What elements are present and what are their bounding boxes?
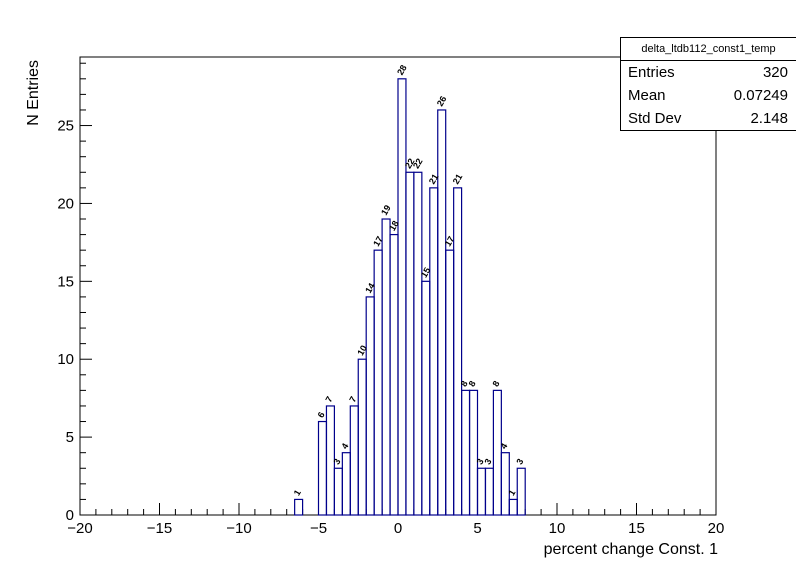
x-axis-title: percent change Const. 1 [544,541,718,558]
y-axis-title: N Entries [25,60,42,126]
histogram-bin [476,467,487,516]
bin-value-label: 1 [292,488,303,497]
bin-value-label: 8 [490,379,501,388]
histogram-bin [437,109,447,516]
histogram-bin [381,218,391,516]
bin-value-label: 4 [498,441,509,450]
x-tick-label: −15 [147,520,172,537]
bin-value-label: 6 [316,410,327,419]
bin-value-label: 3 [475,457,486,466]
histogram-bin [516,467,526,516]
bin-value-label: 28 [395,63,409,77]
stats-box: delta_ltdb112_const1_temp Entries 320 Me… [620,37,796,131]
histogram-bin [389,233,399,516]
bin-value-label: 7 [323,395,334,404]
x-tick-label: 20 [708,520,725,537]
bin-value-label: 18 [387,219,401,233]
histogram-bin [405,171,415,516]
histogram-bin [365,296,375,516]
stats-entries-row: Entries 320 [621,61,796,84]
bin-value-label: 7 [347,395,358,404]
bin-value-label: 17 [443,234,457,248]
histogram-bin [357,358,367,516]
histogram-bin [445,249,455,516]
x-tick-label: 5 [473,520,481,537]
bin-value-label: 3 [482,457,493,466]
bin-value-label: 19 [379,203,393,217]
x-tick-label: 10 [549,520,566,537]
histogram-bin [500,452,510,516]
histogram-bin [341,452,351,516]
stddev-label: Std Dev [628,110,682,127]
bin-value-label: 26 [435,94,449,108]
histogram-bin [429,187,439,516]
y-tick-label: 5 [66,429,74,446]
y-tick-label: 10 [57,351,74,368]
histogram-bin [508,498,518,516]
bin-value-label: 22 [411,157,425,171]
entries-value: 320 [762,64,788,81]
histogram-bin [413,171,423,516]
bin-value-label: 3 [331,457,342,466]
histogram-bin [333,467,343,516]
histogram-bin [484,467,495,516]
histogram-bins [294,78,526,516]
stats-mean-row: Mean 0.07249 [621,84,796,107]
histogram-bin [461,389,471,516]
bin-value-label: 14 [363,281,377,295]
y-tick-label: 15 [57,273,74,290]
histogram-bin [373,249,383,516]
histogram-bin [325,405,336,516]
bin-value-label: 10 [355,344,369,358]
x-tick-label: 15 [628,520,645,537]
x-tick-label: −20 [67,520,92,537]
y-tick-label: 0 [66,507,74,524]
bin-value-label: 21 [451,172,465,186]
x-tick-label: −5 [310,520,327,537]
mean-label: Mean [628,87,666,104]
histogram-bin [492,389,502,516]
histogram-bin [453,187,463,516]
x-tick-label: 0 [394,520,402,537]
x-tick-label: −10 [226,520,251,537]
bin-value-label: 17 [371,234,385,248]
histogram-bin [421,280,431,516]
entries-label: Entries [628,64,675,81]
bin-value-label: 21 [427,172,441,186]
histogram-bin [468,389,479,516]
stddev-value: 2.148 [750,110,788,127]
stats-stddev-row: Std Dev 2.148 [621,107,796,130]
histogram-bin [349,405,359,516]
bin-value-label: 8 [467,379,478,388]
bin-value-label: 22 [403,157,417,171]
bin-value-label: 3 [514,457,525,466]
bin-value-label: 15 [419,266,433,280]
bin-value-label: 8 [459,379,470,388]
histogram-bin [294,498,304,516]
histogram-bin [317,420,328,516]
bin-value-label: 4 [339,441,350,450]
y-tick-label: 20 [57,195,74,212]
stats-title: delta_ltdb112_const1_temp [621,38,796,61]
histogram-bin [397,78,407,516]
y-tick-label: 25 [57,118,74,135]
bin-value-label: 1 [506,488,517,497]
mean-value: 0.07249 [733,87,788,104]
